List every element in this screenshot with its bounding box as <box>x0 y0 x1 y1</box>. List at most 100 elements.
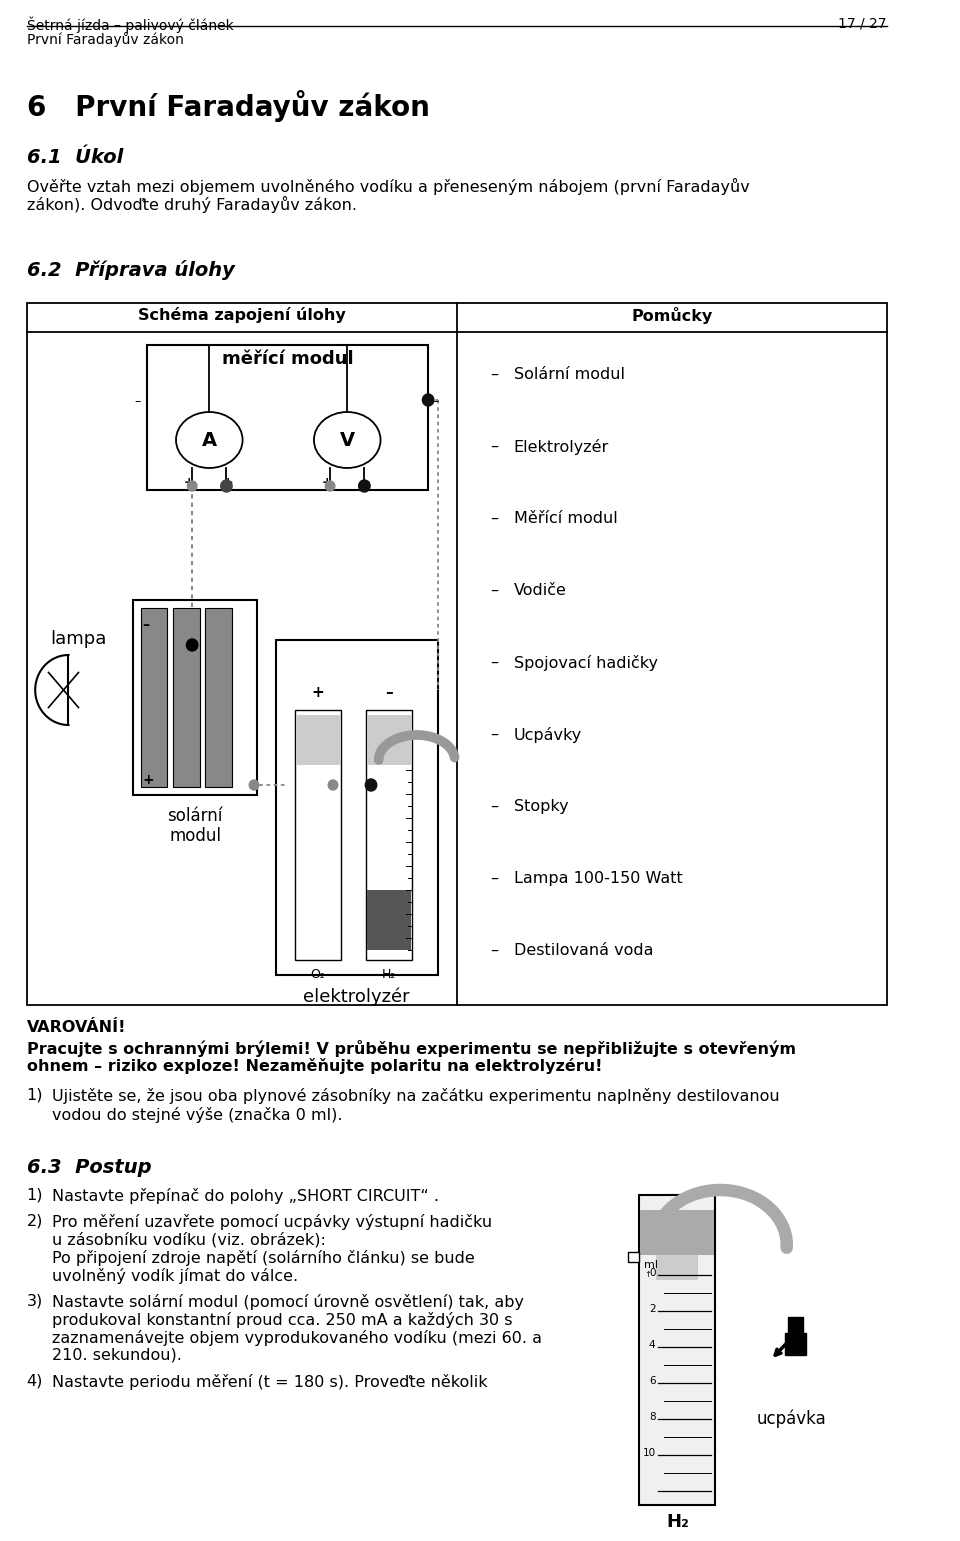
Circle shape <box>325 481 335 492</box>
Text: 1): 1) <box>27 1088 43 1103</box>
Text: +: + <box>223 476 233 488</box>
Bar <box>657 1254 698 1281</box>
Bar <box>640 1210 714 1254</box>
Text: Po připojení zdroje napětí (solárního článku) se bude: Po připojení zdroje napětí (solárního čl… <box>53 1250 475 1267</box>
Text: Pro měření uzavřete pomocí ucpávky výstupní hadičku: Pro měření uzavřete pomocí ucpávky výstu… <box>53 1214 492 1230</box>
Text: –: – <box>134 394 140 408</box>
Text: ml: ml <box>644 1261 658 1270</box>
Bar <box>141 609 167 787</box>
Text: –: – <box>490 367 498 382</box>
Bar <box>133 599 257 795</box>
Text: Destilovaná voda: Destilovaná voda <box>514 943 653 959</box>
Text: Spojovací hadičky: Spojovací hadičky <box>514 655 658 670</box>
Text: solární: solární <box>167 807 223 824</box>
Text: První Faradayův zákon: První Faradayův zákon <box>27 32 183 46</box>
Text: 6   První Faradayův zákon: 6 První Faradayův zákon <box>27 89 429 122</box>
Text: Nastavte přepínač do polohy „SHORT CIRCUIT“ .: Nastavte přepínač do polohy „SHORT CIRCU… <box>53 1188 440 1204</box>
Bar <box>368 891 411 949</box>
Text: Ověřte vztah mezi objemem uvolněného vodíku a přeneseným nábojem (první Faradayů: Ověřte vztah mezi objemem uvolněného vod… <box>27 179 750 196</box>
Text: Pracujte s ochrannými brýlemi! V průběhu experimentu se nepřibližujte s otevřený: Pracujte s ochrannými brýlemi! V průběhu… <box>27 1040 796 1057</box>
Text: 1): 1) <box>27 1188 43 1204</box>
Text: –: – <box>490 439 498 455</box>
Text: 10: 10 <box>642 1449 656 1458</box>
Text: ohnem – riziko exploze! Nezaměňujte polaritu na elektrolyzéru!: ohnem – riziko exploze! Nezaměňujte pola… <box>27 1059 602 1074</box>
Text: Nastavte solární modul (pomocí úrovně osvětlení) tak, aby: Nastavte solární modul (pomocí úrovně os… <box>53 1294 524 1310</box>
Text: modul: modul <box>169 828 221 844</box>
Bar <box>295 710 341 960</box>
Text: V: V <box>340 430 355 450</box>
Bar <box>173 609 200 787</box>
Bar <box>367 710 412 960</box>
Text: Stopky: Stopky <box>514 798 568 814</box>
Text: –: – <box>490 727 498 743</box>
Text: 6.2  Příprava úlohy: 6.2 Příprava úlohy <box>27 260 234 280</box>
Text: 2: 2 <box>649 1304 656 1314</box>
Text: 210. sekundou).: 210. sekundou). <box>53 1348 182 1362</box>
Circle shape <box>422 394 434 405</box>
Text: 2): 2) <box>27 1214 43 1230</box>
Text: 3): 3) <box>27 1294 43 1308</box>
Bar <box>368 715 411 764</box>
Text: –: – <box>433 394 439 408</box>
Text: elektrolyzér: elektrolyzér <box>303 986 410 1005</box>
Text: +: + <box>322 476 332 488</box>
Text: Ujistěte se, že jsou oba plynové zásobníky na začátku experimentu naplněny desti: Ujistěte se, že jsou oba plynové zásobní… <box>53 1088 780 1103</box>
Text: O₂: O₂ <box>310 968 325 982</box>
Circle shape <box>328 780 338 791</box>
Text: +: + <box>184 476 195 488</box>
Bar <box>785 1333 805 1355</box>
Bar <box>205 609 232 787</box>
Text: 17 / 27: 17 / 27 <box>838 15 887 29</box>
Circle shape <box>250 780 259 791</box>
Text: –: – <box>143 618 150 632</box>
Text: Pomůcky: Pomůcky <box>631 307 712 324</box>
Bar <box>639 1194 715 1506</box>
Bar <box>27 304 887 1005</box>
Text: 6.3  Postup: 6.3 Postup <box>27 1157 152 1177</box>
Text: Nastavte periodu měření (t = 180 s). Proveďte několik: Nastavte periodu měření (t = 180 s). Pro… <box>53 1375 488 1390</box>
Text: Lampa 100-150 Watt: Lampa 100-150 Watt <box>514 871 683 886</box>
Circle shape <box>186 640 198 650</box>
Text: měřící modul: měřící modul <box>222 350 353 368</box>
Text: 6: 6 <box>649 1376 656 1385</box>
Ellipse shape <box>314 411 380 468</box>
Ellipse shape <box>176 411 243 468</box>
Bar <box>788 1318 803 1335</box>
Text: zaznamenávejte objem vyprodukovaného vodíku (mezi 60. a: zaznamenávejte objem vyprodukovaného vod… <box>53 1330 542 1345</box>
Text: A: A <box>202 430 217 450</box>
Circle shape <box>187 481 197 492</box>
Text: Solární modul: Solární modul <box>514 367 625 382</box>
Text: Měřící modul: Měřící modul <box>514 512 617 525</box>
Text: Ucpávky: Ucpávky <box>514 727 582 743</box>
Text: –: – <box>490 943 498 959</box>
Text: uvolněný vodík jímat do válce.: uvolněný vodík jímat do válce. <box>53 1268 299 1284</box>
Text: u zásobníku vodíku (viz. obrázek):: u zásobníku vodíku (viz. obrázek): <box>53 1231 326 1248</box>
Text: vodou do stejné výše (značka 0 ml).: vodou do stejné výše (značka 0 ml). <box>53 1106 343 1123</box>
Circle shape <box>366 780 376 791</box>
Text: –: – <box>490 512 498 525</box>
Text: ↑: ↑ <box>644 1270 651 1279</box>
Text: Šetrná jízda – palivový článek: Šetrná jízda – palivový článek <box>27 15 233 32</box>
Text: ucpávka: ucpávka <box>756 1410 826 1429</box>
Text: –: – <box>490 655 498 670</box>
Text: –: – <box>363 476 370 488</box>
Bar <box>296 715 340 764</box>
Text: 4): 4) <box>27 1375 43 1388</box>
Text: VAROVÁNÍ!: VAROVÁNÍ! <box>27 1020 126 1036</box>
Text: H₂: H₂ <box>382 968 396 982</box>
Text: zákon). Odvoďte druhý Faradayův zákon.: zákon). Odvoďte druhý Faradayův zákon. <box>27 196 356 213</box>
Text: 8: 8 <box>649 1412 656 1422</box>
Text: Vodiče: Vodiče <box>514 582 566 598</box>
Text: H₂: H₂ <box>666 1513 689 1532</box>
Text: 4: 4 <box>649 1341 656 1350</box>
Text: Elektrolyzér: Elektrolyzér <box>514 439 609 455</box>
Text: –: – <box>490 871 498 886</box>
Text: –: – <box>490 582 498 598</box>
Text: –: – <box>385 686 393 700</box>
Text: +: + <box>143 774 155 787</box>
Bar <box>276 640 438 975</box>
Text: –: – <box>490 798 498 814</box>
Text: Schéma zapojení úlohy: Schéma zapojení úlohy <box>138 307 346 324</box>
Text: 6.1  Úkol: 6.1 Úkol <box>27 148 123 166</box>
Bar <box>148 345 428 490</box>
